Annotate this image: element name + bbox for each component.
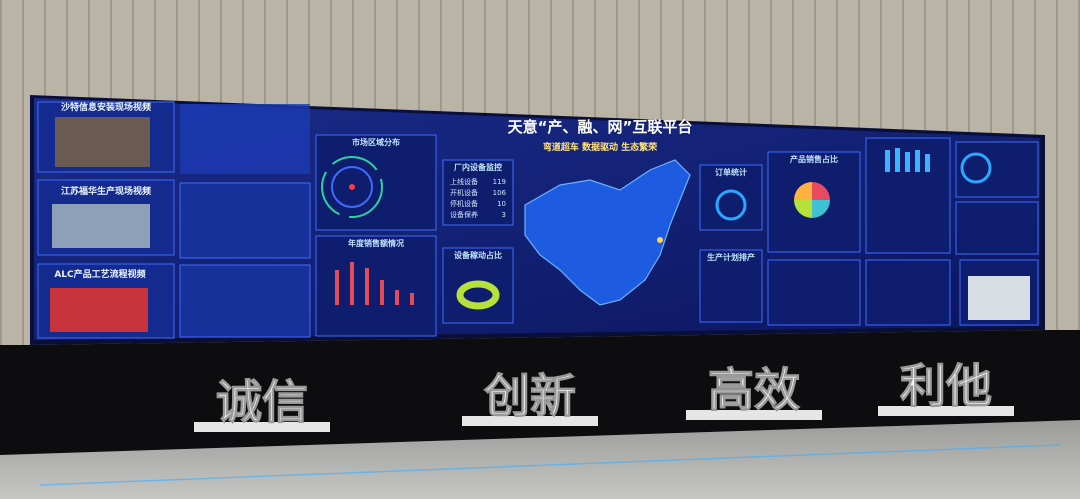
panel-title: 生产计划排产	[707, 252, 755, 262]
radar	[331, 166, 373, 208]
word-base	[686, 410, 822, 420]
panel-title: 年度销售额情况	[348, 238, 404, 248]
panel	[767, 259, 861, 326]
panel	[955, 141, 1039, 198]
video-frame	[52, 204, 150, 248]
monitor-label: 停机设备	[450, 199, 478, 208]
stage-word: 诚信	[216, 375, 308, 429]
panel	[315, 134, 437, 231]
panel	[315, 235, 437, 337]
table-panel	[179, 264, 311, 338]
ring	[960, 152, 992, 184]
bars	[335, 262, 414, 305]
monitor-label: 开机设备	[450, 188, 478, 197]
word-base	[462, 416, 598, 426]
ring	[715, 189, 747, 221]
panel-title: 设备稼动占比	[454, 250, 502, 260]
stage-word: 高效	[708, 363, 800, 417]
donut	[456, 280, 500, 310]
video-title: 沙特信息安装现场视频	[61, 101, 151, 113]
floor	[0, 420, 1080, 499]
video-frame	[968, 276, 1030, 320]
video-panels: 沙特信息安装现场视频 江苏福华生产现场视频 ALC产品工艺流程视频	[37, 101, 175, 339]
video-frame	[55, 117, 150, 167]
tile	[180, 104, 310, 174]
stage-word: 创新	[484, 369, 576, 423]
radar-dot	[349, 184, 355, 190]
word-base	[878, 406, 1014, 416]
word-base	[194, 422, 330, 432]
monitor-panel	[442, 159, 514, 226]
tiles	[179, 104, 311, 338]
video-title: 江苏福华生产现场视频	[61, 185, 151, 197]
monitor-value: 10	[497, 200, 506, 208]
monitor-title: 厂内设备监控	[454, 162, 502, 172]
panel-title: 订单统计	[715, 167, 747, 177]
bars	[885, 148, 930, 172]
panel	[865, 259, 951, 326]
pie	[794, 182, 830, 218]
radar	[321, 156, 383, 218]
panel-title: 市场区域分布	[352, 137, 400, 147]
stage-words: 诚信 创新 高效 利他	[194, 359, 1014, 432]
monitor-value: 106	[493, 189, 507, 197]
screen-slogan: 弯道超车 数据驱动 生态繁荣	[543, 141, 658, 153]
video-frame	[50, 288, 148, 332]
panel-title: 产品销售占比	[790, 154, 838, 164]
china-map	[524, 159, 691, 306]
monitor-value: 119	[493, 178, 506, 186]
floor-light	[39, 444, 1061, 486]
monitor-value: 3	[502, 211, 506, 219]
monitor-label: 上线设备	[450, 177, 478, 186]
stage-word: 利他	[900, 359, 992, 413]
panel	[699, 249, 763, 323]
table-panel	[179, 182, 311, 259]
video-title: ALC产品工艺流程视频	[54, 268, 145, 280]
map-marker	[657, 237, 663, 243]
monitor-label: 设备保养	[450, 210, 478, 219]
panel	[955, 201, 1039, 255]
screen-title: 天意“产、融、网”互联平台	[508, 118, 693, 136]
monitor-rows: 上线设备 119 开机设备 106 停机设备 10 设备保养 3	[450, 177, 507, 219]
